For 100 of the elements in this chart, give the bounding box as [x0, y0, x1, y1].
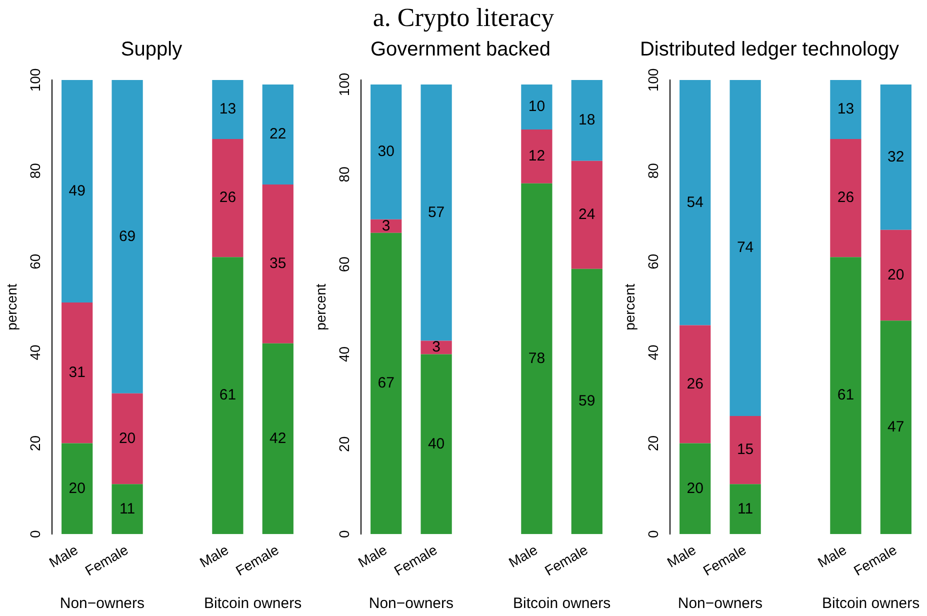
bar [62, 302, 93, 444]
data-label: 12 [528, 148, 546, 165]
data-label: 57 [428, 204, 445, 221]
text: Non−owners [60, 595, 145, 612]
bar [212, 257, 244, 534]
text: Non−owners [678, 595, 763, 612]
y-tick-label: 100 [336, 72, 352, 96]
data-label: 15 [736, 441, 754, 458]
bar [370, 219, 402, 233]
x-tick-label: Male [664, 541, 699, 571]
y-tick-label: 100 [644, 68, 661, 92]
bar [62, 443, 93, 534]
y-tick-label: 20 [644, 435, 661, 452]
bar [212, 80, 244, 140]
x-tick-label: Male [814, 541, 850, 571]
y-tick-label: 0 [26, 530, 43, 538]
bar [112, 484, 143, 534]
data-label: 42 [270, 430, 286, 447]
data-label: 20 [888, 266, 904, 284]
y-tick-label: 80 [644, 162, 661, 179]
bar [521, 84, 552, 130]
bar [420, 354, 452, 534]
y-tick-label: 0 [336, 530, 352, 538]
bar [262, 184, 294, 344]
data-label: 13 [837, 100, 854, 118]
y-tick-label: 100 [26, 68, 43, 92]
data-label: 10 [528, 98, 546, 116]
data-label: 11 [120, 500, 136, 518]
bar [830, 257, 862, 534]
bar [370, 232, 402, 534]
x-tick-label: Male [46, 541, 81, 571]
data-label: 61 [219, 386, 236, 404]
bar [370, 84, 402, 220]
bar [571, 160, 602, 269]
y-axis-title: percent [312, 284, 328, 330]
bar [880, 230, 912, 321]
y-tick-label: 80 [26, 162, 43, 179]
data-label: 67 [378, 374, 394, 392]
data-label: 24 [578, 206, 596, 224]
bar [680, 325, 711, 444]
y-tick-label: 20 [336, 436, 352, 452]
bar [262, 343, 294, 534]
y-tick-label: 0 [644, 530, 661, 538]
bar [62, 80, 93, 303]
y-axis-title: percent [621, 284, 638, 330]
y-tick-label: 80 [336, 166, 352, 182]
data-label: 13 [219, 100, 236, 118]
bar [830, 139, 862, 258]
bar [880, 320, 912, 534]
data-label: 3 [432, 338, 440, 356]
y-tick-label: 60 [26, 254, 43, 270]
data-label: 69 [118, 228, 136, 245]
data-label: 11 [738, 500, 754, 518]
text: Non−owners [368, 595, 454, 612]
data-label: 22 [270, 126, 286, 143]
data-label: 32 [888, 148, 904, 166]
data-label: 54 [686, 194, 704, 211]
bar [680, 80, 711, 326]
x-tick-label: Male [196, 541, 232, 571]
bar [880, 84, 912, 230]
y-tick-label: 40 [336, 346, 352, 362]
data-label: 49 [68, 182, 86, 200]
bar [521, 183, 552, 534]
data-label: 20 [68, 480, 86, 497]
text: Bitcoin owners [822, 595, 920, 612]
text: a. Crypto literacy [372, 2, 556, 34]
data-label: 74 [736, 239, 754, 256]
chart-title: Supply [120, 38, 182, 61]
bar [212, 139, 244, 258]
y-tick-label: 60 [336, 256, 352, 272]
data-label: 47 [888, 418, 904, 436]
y-tick-label: 40 [26, 344, 43, 360]
bar [680, 443, 711, 534]
data-label: 31 [68, 364, 86, 382]
data-label: 20 [686, 480, 704, 497]
bar [112, 393, 143, 484]
data-label: 26 [686, 375, 704, 392]
text: Bitcoin owners [204, 595, 302, 612]
data-label: 59 [578, 392, 596, 410]
y-tick-label: 20 [26, 435, 43, 452]
bar [571, 268, 602, 534]
x-tick-label: Male [355, 541, 390, 571]
x-tick-label: Male [506, 541, 540, 571]
data-label: 40 [428, 435, 445, 452]
data-label: 35 [270, 255, 286, 272]
data-label: 26 [219, 189, 236, 206]
bar [420, 340, 452, 354]
text: Bitcoin owners [513, 595, 611, 612]
data-label: 78 [528, 350, 546, 367]
bar [112, 80, 143, 394]
y-axis-title: percent [3, 284, 20, 330]
data-label: 18 [578, 112, 596, 129]
data-label: 30 [378, 143, 394, 160]
data-label: 20 [118, 430, 136, 447]
y-tick-label: 40 [644, 344, 661, 360]
chart-title: Distributed ledger technology [640, 38, 900, 61]
bar [730, 484, 761, 534]
chart-title: Government backed [370, 38, 551, 61]
bar [521, 129, 552, 184]
data-label: 3 [382, 217, 390, 234]
